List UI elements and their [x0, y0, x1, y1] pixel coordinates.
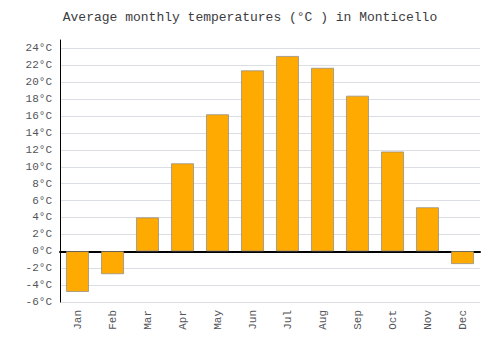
svg-text:Sep: Sep: [352, 310, 364, 330]
svg-text:Aug: Aug: [317, 310, 329, 330]
svg-text:Mar: Mar: [142, 310, 154, 330]
svg-text:22°C: 22°C: [26, 59, 53, 71]
svg-text:0°C: 0°C: [32, 245, 52, 257]
svg-text:May: May: [212, 310, 224, 330]
svg-text:18°C: 18°C: [26, 93, 53, 105]
svg-text:Feb: Feb: [107, 310, 119, 330]
svg-text:-2°C: -2°C: [26, 262, 53, 274]
svg-text:6°C: 6°C: [32, 195, 52, 207]
svg-text:Jul: Jul: [282, 310, 294, 330]
svg-text:4°C: 4°C: [32, 211, 52, 223]
svg-text:20°C: 20°C: [26, 76, 53, 88]
svg-text:10°C: 10°C: [26, 161, 53, 173]
svg-text:Jun: Jun: [247, 310, 259, 330]
svg-text:-6°C: -6°C: [26, 296, 53, 308]
svg-text:14°C: 14°C: [26, 127, 53, 139]
svg-text:Nov: Nov: [422, 310, 434, 330]
svg-text:Dec: Dec: [457, 310, 469, 330]
svg-text:24°C: 24°C: [26, 42, 53, 54]
svg-text:Jan: Jan: [72, 310, 84, 330]
svg-text:Apr: Apr: [177, 310, 189, 330]
svg-text:Oct: Oct: [387, 310, 399, 330]
svg-text:-4°C: -4°C: [26, 279, 53, 291]
svg-text:8°C: 8°C: [32, 178, 52, 190]
svg-text:12°C: 12°C: [26, 144, 53, 156]
svg-text:2°C: 2°C: [32, 228, 52, 240]
svg-text:Average monthly temperatures (: Average monthly temperatures (°C ) in Mo…: [63, 10, 437, 25]
svg-text:16°C: 16°C: [26, 110, 53, 122]
